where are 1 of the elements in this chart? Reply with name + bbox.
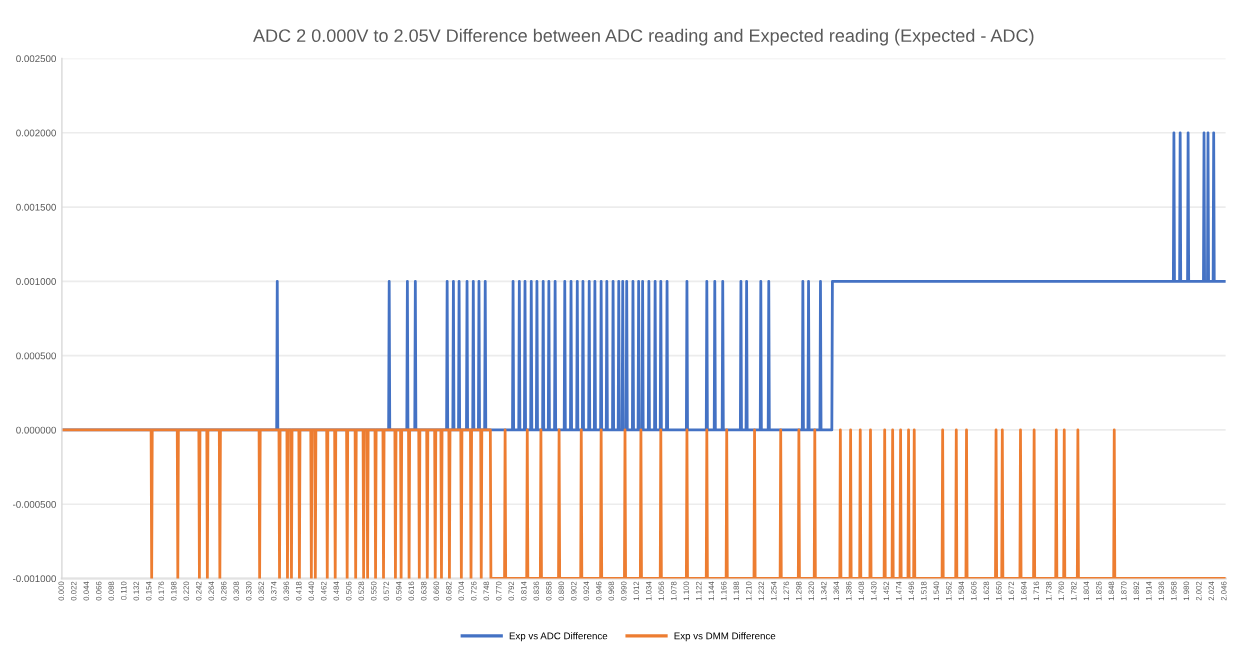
chart-title: ADC 2 0.000V to 2.05V Difference between ADC reading and Expected reading (Expected - ADC) [253,28,1034,46]
